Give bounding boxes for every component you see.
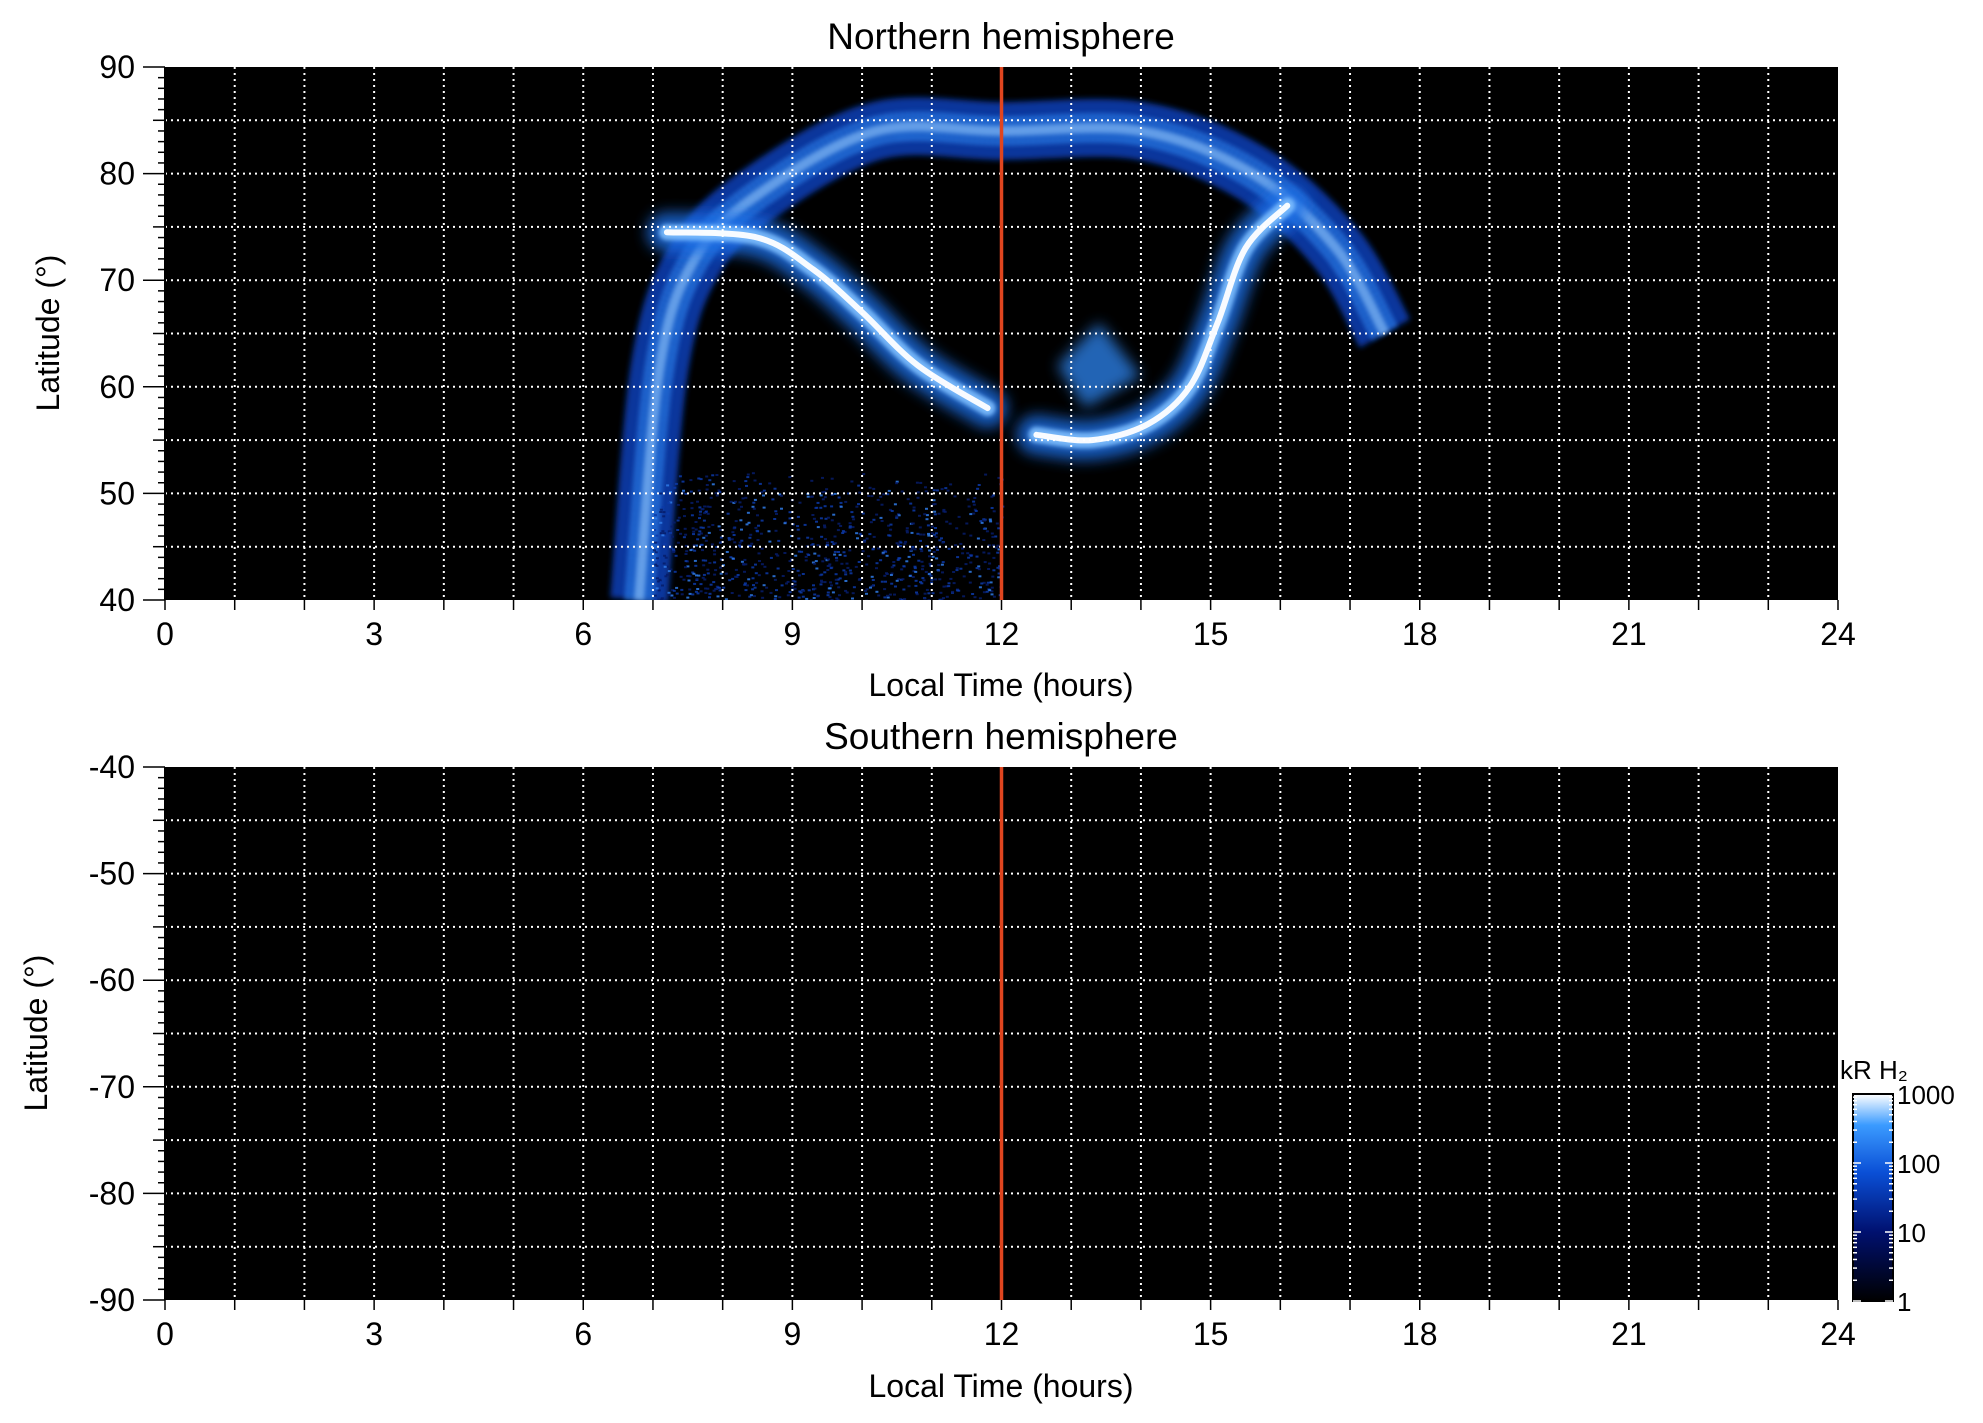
north-x-tick-label: 18 [1402, 616, 1438, 652]
north-y-tick-label: 50 [99, 475, 135, 511]
north-x-tick-label: 21 [1611, 616, 1647, 652]
south-x-axis-label: Local Time (hours) [869, 1368, 1134, 1404]
south-y-axis-label: Latitude (°) [18, 955, 54, 1112]
north-x-tick-label: 0 [156, 616, 174, 652]
north-diffuse-emission [653, 472, 1005, 600]
colorbar-tick-label: 1000 [1897, 1080, 1955, 1110]
colorbar-tick-label: 100 [1897, 1149, 1940, 1179]
south-x-tick-label: 15 [1193, 1316, 1229, 1352]
north-x-tick-label: 24 [1820, 616, 1856, 652]
south-y-tick-label: -40 [89, 749, 135, 785]
colorbar-tick-label: 1 [1897, 1287, 1911, 1317]
north-afternoon-arc-core [1033, 202, 1291, 444]
north-x-tick-label: 12 [984, 616, 1020, 652]
south-y-tick-label: -90 [89, 1282, 135, 1318]
north-y-axis-label: Latitude (°) [30, 255, 66, 412]
north-x-tick-label: 3 [365, 616, 383, 652]
south-x-tick-label: 0 [156, 1316, 174, 1352]
north-axis-ticks: 40 50 60 70 80 90 0 3 6 9 12 15 18 21 24 [99, 49, 1855, 652]
north-dawn-arc-core [663, 229, 991, 412]
south-x-tick-label: 18 [1402, 1316, 1438, 1352]
south-x-tick-label: 12 [984, 1316, 1020, 1352]
south-x-tick-label: 21 [1611, 1316, 1647, 1352]
south-axis-ticks: -40 -50 -60 -70 -80 -90 0 3 6 9 12 15 18 21 24 [89, 749, 1856, 1352]
south-y-tick-label: -50 [89, 856, 135, 892]
north-x-tick-label: 6 [574, 616, 592, 652]
north-y-tick-label: 80 [99, 156, 135, 192]
north-grid [165, 67, 1838, 600]
colorbar-label: kR H₂ [1840, 1055, 1908, 1085]
north-y-tick-label: 60 [99, 369, 135, 405]
south-x-tick-label: 24 [1820, 1316, 1856, 1352]
north-y-tick-label: 40 [99, 582, 135, 618]
north-x-axis-label: Local Time (hours) [869, 667, 1134, 703]
colorbar-tick-label: 10 [1897, 1218, 1926, 1248]
south-x-tick-label: 3 [365, 1316, 383, 1352]
south-panel-title: Southern hemisphere [824, 716, 1178, 757]
colorbar-scale [1852, 1093, 1894, 1302]
north-y-tick-label: 70 [99, 262, 135, 298]
south-y-tick-label: -70 [89, 1069, 135, 1105]
south-y-tick-label: -80 [89, 1175, 135, 1211]
north-y-tick-label: 90 [99, 49, 135, 85]
south-y-tick-label: -60 [89, 962, 135, 998]
south-x-tick-label: 6 [574, 1316, 592, 1352]
south-grid [165, 767, 1838, 1300]
north-panel-title: Northern hemisphere [827, 16, 1175, 57]
south-x-tick-label: 9 [783, 1316, 801, 1352]
colorbar-ticks: 1 10 100 1000 [1853, 1080, 1955, 1317]
north-x-tick-label: 15 [1193, 616, 1229, 652]
north-x-tick-label: 9 [783, 616, 801, 652]
